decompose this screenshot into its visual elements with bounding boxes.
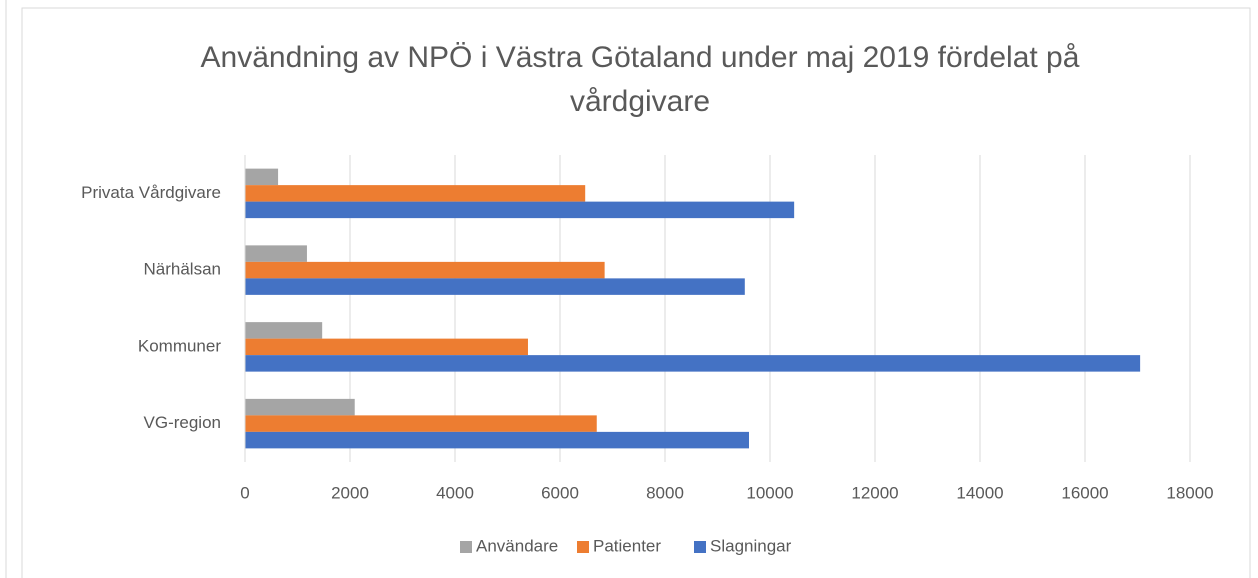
chart-title: Användning av NPÖ i Västra Götaland unde…	[200, 41, 1080, 118]
bar	[245, 398, 355, 416]
bar	[245, 201, 795, 219]
bar	[245, 338, 528, 356]
x-tick-label: 10000	[746, 483, 793, 502]
legend-label: Patienter	[593, 536, 661, 555]
x-tick-label: 2000	[331, 483, 369, 502]
x-tick-label: 4000	[436, 483, 474, 502]
bar	[245, 431, 749, 449]
x-tick-label: 16000	[1061, 483, 1108, 502]
x-tick-label: 6000	[541, 483, 579, 502]
bar	[245, 168, 279, 186]
x-tick-label: 18000	[1166, 483, 1213, 502]
y-tick-label: Närhälsan	[144, 260, 222, 279]
y-tick-label: Privata Vårdgivare	[81, 183, 221, 202]
bar	[245, 278, 745, 295]
x-tick-label: 12000	[851, 483, 898, 502]
x-tick-label: 14000	[956, 483, 1003, 502]
legend-swatch	[694, 541, 706, 553]
chart-border	[21, 7, 1251, 578]
legend-swatch	[577, 541, 589, 553]
x-tick-label: 8000	[646, 483, 684, 502]
bar	[245, 245, 307, 262]
legend-swatch	[460, 541, 472, 553]
bar	[245, 355, 1141, 372]
legend-label: Användare	[476, 536, 558, 555]
y-tick-label: Kommuner	[138, 336, 221, 355]
legend-label: Slagningar	[710, 536, 792, 555]
bar	[245, 185, 586, 202]
bar	[245, 322, 323, 339]
x-tick-label: 0	[240, 483, 249, 502]
y-tick-label: VG-region	[144, 413, 221, 432]
bar	[245, 415, 597, 432]
bar	[245, 261, 605, 279]
